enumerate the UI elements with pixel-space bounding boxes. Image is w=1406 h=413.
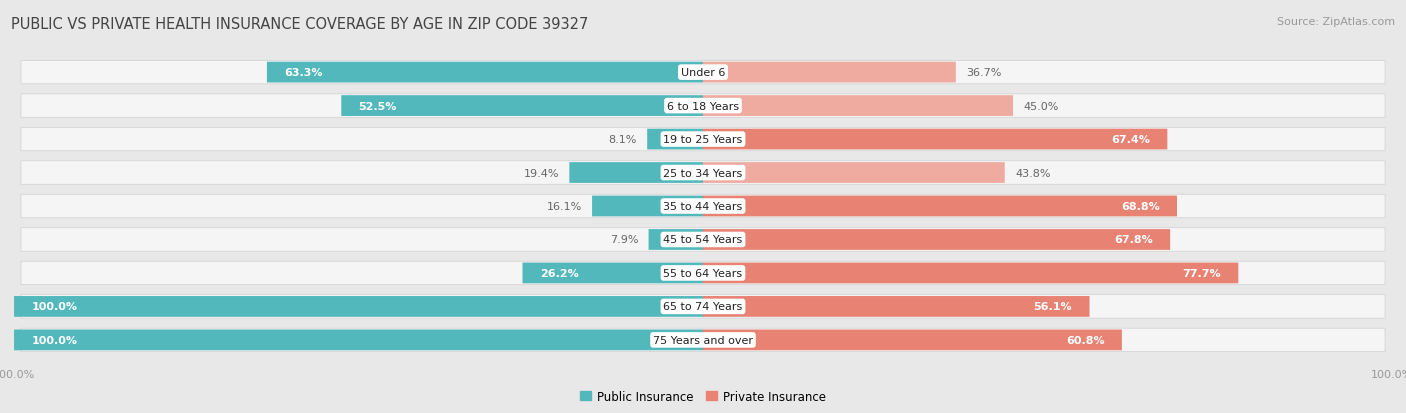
Text: PUBLIC VS PRIVATE HEALTH INSURANCE COVERAGE BY AGE IN ZIP CODE 39327: PUBLIC VS PRIVATE HEALTH INSURANCE COVER… xyxy=(11,17,589,31)
Text: 6 to 18 Years: 6 to 18 Years xyxy=(666,101,740,112)
Text: 19 to 25 Years: 19 to 25 Years xyxy=(664,135,742,145)
FancyBboxPatch shape xyxy=(703,63,956,83)
FancyBboxPatch shape xyxy=(647,129,703,150)
FancyBboxPatch shape xyxy=(703,96,1014,117)
Text: 52.5%: 52.5% xyxy=(359,101,396,112)
FancyBboxPatch shape xyxy=(21,161,1385,185)
FancyBboxPatch shape xyxy=(21,328,1385,352)
FancyBboxPatch shape xyxy=(523,263,703,284)
Text: 8.1%: 8.1% xyxy=(609,135,637,145)
FancyBboxPatch shape xyxy=(21,128,1385,152)
Text: 35 to 44 Years: 35 to 44 Years xyxy=(664,202,742,211)
FancyBboxPatch shape xyxy=(342,96,703,117)
Text: 77.7%: 77.7% xyxy=(1182,268,1220,278)
FancyBboxPatch shape xyxy=(703,296,1090,317)
Text: 100.0%: 100.0% xyxy=(31,335,77,345)
Text: 43.8%: 43.8% xyxy=(1015,168,1050,178)
Legend: Public Insurance, Private Insurance: Public Insurance, Private Insurance xyxy=(575,385,831,408)
Text: 56.1%: 56.1% xyxy=(1033,301,1073,312)
Text: 67.4%: 67.4% xyxy=(1111,135,1150,145)
FancyBboxPatch shape xyxy=(267,63,703,83)
Text: 7.9%: 7.9% xyxy=(610,235,638,245)
Text: 67.8%: 67.8% xyxy=(1114,235,1153,245)
Text: 68.8%: 68.8% xyxy=(1121,202,1160,211)
Text: 63.3%: 63.3% xyxy=(284,68,322,78)
FancyBboxPatch shape xyxy=(21,195,1385,218)
FancyBboxPatch shape xyxy=(21,228,1385,252)
Text: 36.7%: 36.7% xyxy=(966,68,1001,78)
FancyBboxPatch shape xyxy=(703,330,1122,350)
FancyBboxPatch shape xyxy=(592,196,703,217)
Text: 100.0%: 100.0% xyxy=(31,301,77,312)
Text: 25 to 34 Years: 25 to 34 Years xyxy=(664,168,742,178)
FancyBboxPatch shape xyxy=(703,163,1005,183)
FancyBboxPatch shape xyxy=(703,230,1170,250)
FancyBboxPatch shape xyxy=(14,296,703,317)
Text: 16.1%: 16.1% xyxy=(547,202,582,211)
Text: 26.2%: 26.2% xyxy=(540,268,578,278)
Text: 60.8%: 60.8% xyxy=(1066,335,1105,345)
Text: 45.0%: 45.0% xyxy=(1024,101,1059,112)
FancyBboxPatch shape xyxy=(21,261,1385,285)
FancyBboxPatch shape xyxy=(21,295,1385,318)
FancyBboxPatch shape xyxy=(21,61,1385,85)
FancyBboxPatch shape xyxy=(21,95,1385,118)
Text: 75 Years and over: 75 Years and over xyxy=(652,335,754,345)
Text: 65 to 74 Years: 65 to 74 Years xyxy=(664,301,742,312)
Text: Under 6: Under 6 xyxy=(681,68,725,78)
FancyBboxPatch shape xyxy=(569,163,703,183)
FancyBboxPatch shape xyxy=(648,230,703,250)
Text: Source: ZipAtlas.com: Source: ZipAtlas.com xyxy=(1277,17,1395,26)
Text: 55 to 64 Years: 55 to 64 Years xyxy=(664,268,742,278)
FancyBboxPatch shape xyxy=(703,263,1239,284)
Text: 19.4%: 19.4% xyxy=(523,168,560,178)
FancyBboxPatch shape xyxy=(14,330,703,350)
FancyBboxPatch shape xyxy=(703,196,1177,217)
Text: 45 to 54 Years: 45 to 54 Years xyxy=(664,235,742,245)
FancyBboxPatch shape xyxy=(703,129,1167,150)
